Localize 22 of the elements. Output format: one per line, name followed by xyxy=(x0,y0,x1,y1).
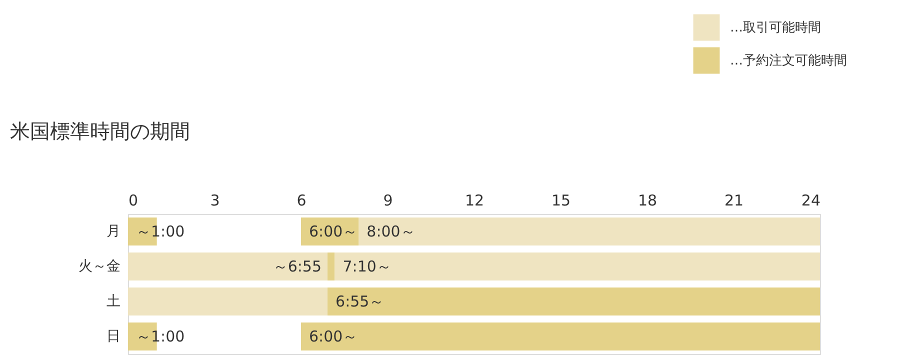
y-tick-label: 月 xyxy=(106,224,120,240)
data-label: 8:00～ xyxy=(366,222,416,240)
x-tick-label: 6 xyxy=(296,192,306,210)
data-label: ～6:55 xyxy=(272,258,322,276)
x-tick-label: 9 xyxy=(383,192,393,210)
x-tick-label: 21 xyxy=(724,192,744,210)
y-tick-label: 火～金 xyxy=(78,258,120,274)
legend-label: …取引可能時間 xyxy=(730,20,821,36)
data-label: 7:10～ xyxy=(342,258,392,276)
x-tick-label: 15 xyxy=(551,192,571,210)
x-tick-label: 0 xyxy=(128,192,138,210)
x-tick-label: 3 xyxy=(210,192,220,210)
data-label: 6:00～ xyxy=(309,222,358,240)
y-tick-label: 土 xyxy=(106,294,120,310)
chart-title: 米国標準時間の期間 xyxy=(10,119,190,143)
x-tick-label: 18 xyxy=(638,192,658,210)
data-label: 6:55～ xyxy=(336,292,384,310)
x-tick-label: 12 xyxy=(464,192,484,210)
y-tick-label: 日 xyxy=(106,328,120,344)
x-tick-label: 24 xyxy=(801,192,820,210)
legend-label: …予約注文可能時間 xyxy=(730,54,847,68)
data-label: 6:00～ xyxy=(309,328,358,346)
